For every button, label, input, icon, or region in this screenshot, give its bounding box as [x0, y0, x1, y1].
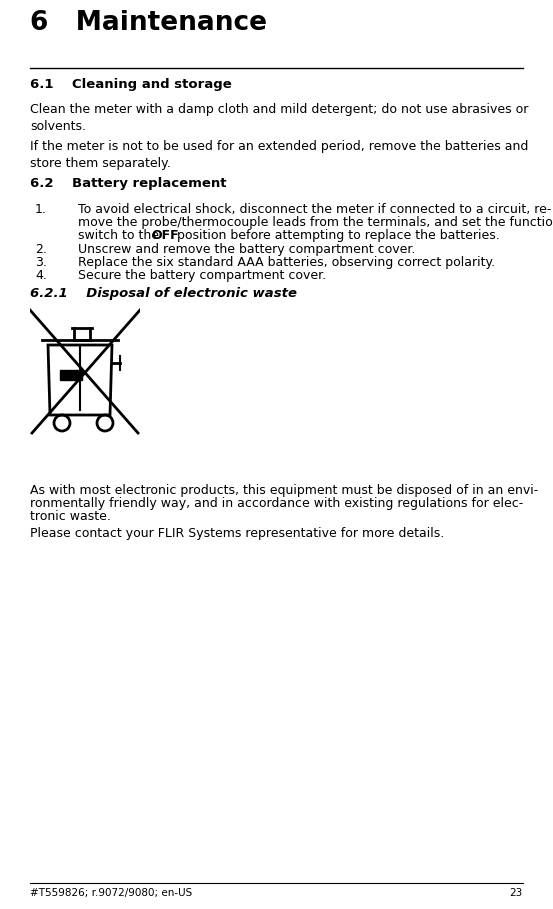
Text: Secure the battery compartment cover.: Secure the battery compartment cover. — [78, 269, 326, 282]
Text: ronmentally friendly way, and in accordance with existing regulations for elec-: ronmentally friendly way, and in accorda… — [30, 497, 523, 510]
Text: move the probe/thermocouple leads from the terminals, and set the function: move the probe/thermocouple leads from t… — [78, 216, 553, 229]
Text: 1.: 1. — [35, 203, 47, 216]
Text: OFF: OFF — [151, 229, 179, 242]
Text: Please contact your FLIR Systems representative for more details.: Please contact your FLIR Systems represe… — [30, 527, 444, 540]
Text: position before attempting to replace the batteries.: position before attempting to replace th… — [173, 229, 500, 242]
Text: 2.: 2. — [35, 243, 47, 256]
Text: To avoid electrical shock, disconnect the meter if connected to a circuit, re-: To avoid electrical shock, disconnect th… — [78, 203, 551, 216]
Text: Unscrew and remove the battery compartment cover.: Unscrew and remove the battery compartme… — [78, 243, 415, 256]
Text: 4.: 4. — [35, 269, 47, 282]
Bar — [60, 370, 82, 380]
Text: If the meter is not to be used for an extended period, remove the batteries and
: If the meter is not to be used for an ex… — [30, 140, 528, 169]
Text: Replace the six standard AAA batteries, observing correct polarity.: Replace the six standard AAA batteries, … — [78, 256, 495, 269]
Text: tronic waste.: tronic waste. — [30, 510, 111, 523]
Text: Clean the meter with a damp cloth and mild detergent; do not use abrasives or
so: Clean the meter with a damp cloth and mi… — [30, 103, 528, 133]
Text: switch to the: switch to the — [78, 229, 163, 242]
Text: 6.2.1    Disposal of electronic waste: 6.2.1 Disposal of electronic waste — [30, 287, 297, 300]
Text: #T559826; r.9072/9080; en-US: #T559826; r.9072/9080; en-US — [30, 888, 192, 898]
Text: 3.: 3. — [35, 256, 47, 269]
Text: As with most electronic products, this equipment must be disposed of in an envi-: As with most electronic products, this e… — [30, 484, 538, 497]
Text: 6   Maintenance: 6 Maintenance — [30, 10, 267, 36]
Text: 6.2    Battery replacement: 6.2 Battery replacement — [30, 177, 227, 190]
Text: 23: 23 — [510, 888, 523, 898]
Text: 6.1    Cleaning and storage: 6.1 Cleaning and storage — [30, 78, 232, 91]
